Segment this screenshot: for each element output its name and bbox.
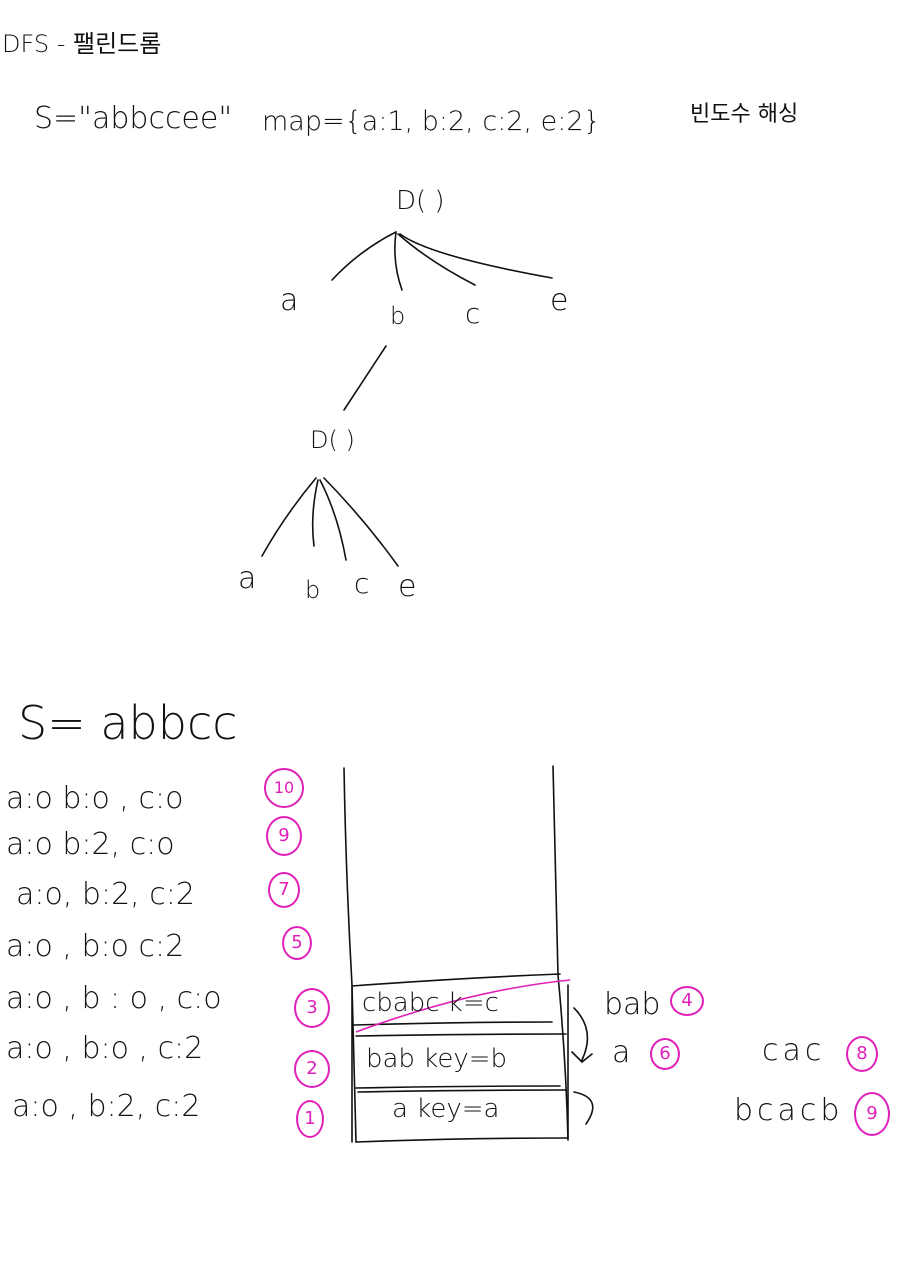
step-marker: 10 — [264, 768, 304, 808]
step-marker: 6 — [650, 1038, 680, 1070]
tree-edge-root-a — [331, 231, 397, 281]
state-row: a:o b:o , c:o — [6, 781, 184, 816]
frequency-map: map={a:1, b:2, c:2, e:2} — [262, 106, 601, 137]
tree-edge-child-b — [311, 479, 319, 547]
step-marker: 4 — [670, 986, 704, 1016]
tree-level2-c: c — [354, 567, 370, 600]
stack-divider-5 — [357, 1089, 567, 1093]
step-marker: 7 — [268, 872, 300, 908]
tree-edge-child-a — [261, 477, 317, 557]
side-note: a — [612, 1035, 631, 1070]
tree-level1-e: e — [550, 283, 569, 318]
tree-edge-root-b — [394, 231, 403, 291]
side-note: bcacb — [734, 1093, 844, 1128]
state-row: a:o b:2, c:o — [6, 827, 175, 862]
stack-right-wall — [552, 765, 569, 1141]
step-marker: 8 — [846, 1036, 878, 1072]
side-note: cac — [762, 1033, 826, 1068]
state-row: a:o , b : o , c:o — [6, 981, 222, 1016]
tree-root-node: D( ) — [396, 186, 445, 216]
step-marker: 3 — [294, 988, 330, 1028]
tree-edge-root-e — [399, 233, 553, 279]
section2-string-s: S= abbcc — [18, 696, 238, 750]
stack-cell: a key=a — [392, 1094, 500, 1124]
tree-level1-b: b — [390, 302, 406, 330]
state-row: a:o , b:2, c:2 — [12, 1089, 201, 1124]
string-s: S="abbccee" — [34, 101, 233, 136]
tree-level1-a: a — [280, 283, 299, 318]
tree-level2-a: a — [238, 561, 257, 596]
stack-cell: bab key=b — [366, 1044, 508, 1074]
step-marker: 9 — [854, 1092, 890, 1136]
tree-level2-b: b — [305, 576, 321, 604]
stack-left-wall — [343, 767, 357, 1143]
stack-divider-1 — [351, 973, 561, 987]
tree-edge-root-c — [397, 233, 476, 286]
step-marker: 5 — [282, 926, 312, 960]
stack-divider-4 — [355, 1085, 561, 1089]
tree-level1-c: c — [465, 297, 481, 330]
stack-divider-3 — [355, 1033, 567, 1037]
strike-line — [355, 979, 571, 1033]
page-title: DFS - 팰린드롬 — [2, 30, 162, 58]
stack-box-frame — [351, 984, 569, 1143]
arrow-pop-top — [571, 1007, 593, 1064]
step-marker: 9 — [266, 816, 302, 856]
frequency-hashing-note: 빈도수 해싱 — [690, 102, 799, 127]
tree-edge-b-child — [343, 345, 387, 411]
side-note: bab — [604, 987, 661, 1022]
state-row: a:o, b:2, c:2 — [16, 877, 195, 912]
step-marker: 2 — [294, 1050, 330, 1088]
step-marker: 1 — [296, 1100, 324, 1138]
state-row: a:o , b:o , c:2 — [6, 1031, 204, 1066]
tree-child-node: D( ) — [310, 426, 355, 454]
stack-cell-crossed: cbabc k=c — [362, 988, 499, 1018]
tree-edge-child-c — [319, 479, 347, 561]
arrow-pop-bottom — [573, 1091, 594, 1125]
tree-level2-e: e — [398, 569, 417, 604]
tree-edge-child-e — [323, 477, 399, 567]
state-row: a:o , b:o c:2 — [6, 929, 185, 964]
stack-bottom — [355, 1137, 569, 1143]
